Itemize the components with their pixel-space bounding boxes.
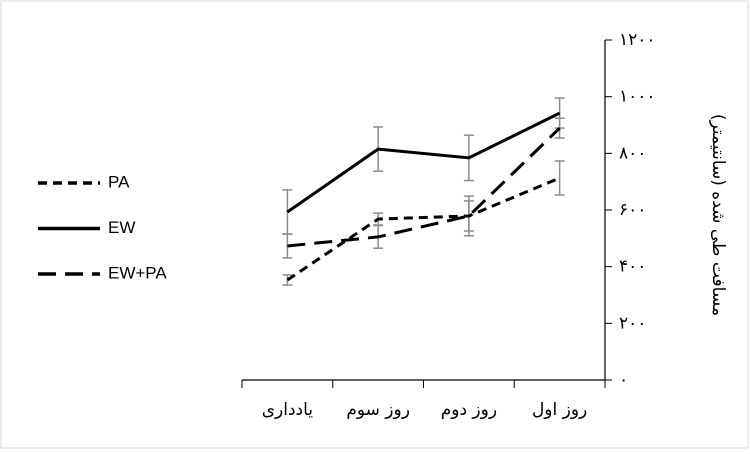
y-tick-label: ۸۰۰	[619, 143, 646, 163]
x-tick-label: روز دوم	[441, 400, 497, 420]
y-tick-label: ۱۰۰۰	[619, 87, 656, 107]
y-tick-label: ۰	[619, 370, 628, 390]
series-line	[287, 127, 561, 248]
legend-label: EW	[108, 218, 135, 237]
y-tick-label: ۶۰۰	[619, 200, 646, 220]
x-tick-label: یادداری	[262, 400, 314, 420]
x-tick-label: روز اول	[532, 400, 587, 420]
legend-label: PA	[108, 172, 130, 191]
y-tick-label: ۲۰۰	[619, 313, 646, 333]
y-tick-label: ۴۰۰	[619, 257, 646, 277]
y-tick-label: ۱۲۰۰	[619, 30, 656, 50]
series-line	[286, 176, 561, 282]
series-line	[286, 111, 561, 214]
y-axis-label: مسافت طی شده (سانتیمتر)	[708, 114, 728, 316]
legend-label: EW+PA	[108, 263, 167, 282]
x-tick-label: روز سوم	[346, 400, 410, 420]
